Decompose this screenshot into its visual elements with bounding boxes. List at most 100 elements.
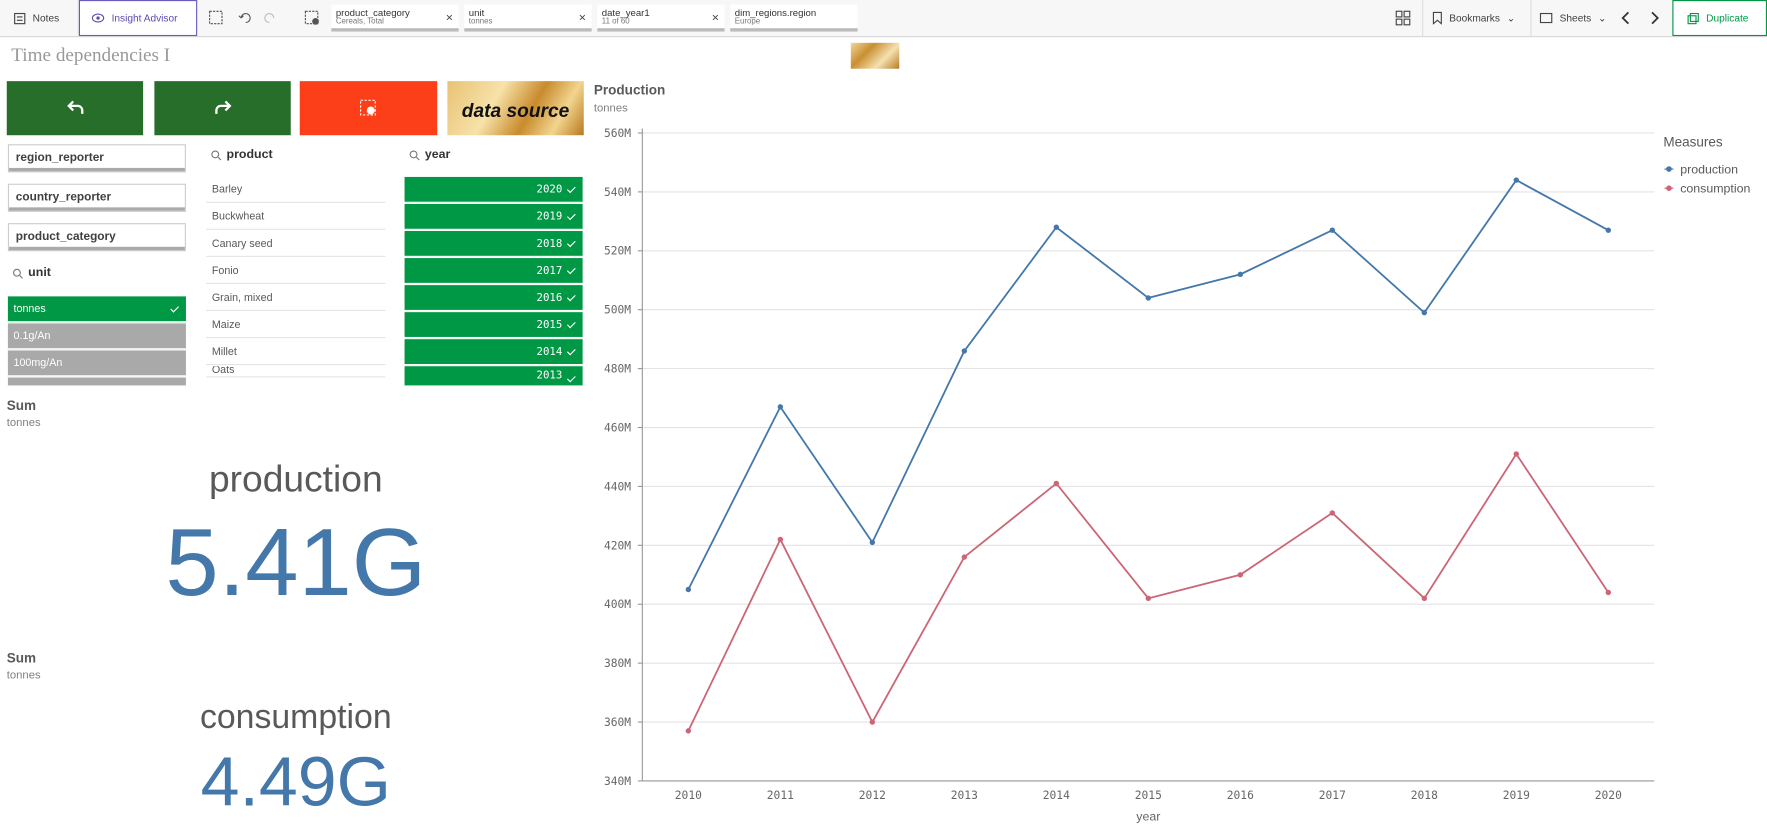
- search-icon: [409, 150, 420, 161]
- clear-icon: [360, 99, 376, 116]
- unit-item[interactable]: 100mg/An: [7, 350, 186, 377]
- product-item[interactable]: Fonio: [206, 258, 386, 284]
- chip-value: Europe: [734, 18, 761, 26]
- insight-label: Insight Advisor: [111, 12, 178, 24]
- unit-item[interactable]: tonnes: [7, 296, 186, 323]
- product-item[interactable]: Maize: [206, 312, 386, 339]
- data-point: [1053, 480, 1060, 487]
- sheet-nav[interactable]: [1618, 10, 1663, 26]
- selection-chip[interactable]: unit tonnes ×: [464, 4, 592, 32]
- chart-title: Production: [593, 82, 666, 99]
- list-title: year: [424, 147, 451, 162]
- duplicate-label: Duplicate: [1706, 12, 1749, 24]
- year-item[interactable]: 2018: [404, 231, 583, 257]
- chip-value: tonnes: [468, 18, 493, 26]
- year-item[interactable]: 2015: [404, 312, 583, 339]
- list-title: unit: [28, 265, 51, 280]
- kpi-title: Sum: [6, 650, 37, 667]
- product-item[interactable]: Oats: [206, 366, 386, 378]
- year-item[interactable]: 2016: [404, 285, 583, 312]
- bookmarks-button[interactable]: Bookmarks ⌄: [1422, 0, 1530, 37]
- unit-item[interactable]: 0.1g/An: [7, 323, 186, 350]
- x-tick-label: 2010: [675, 789, 702, 802]
- search-icon: [211, 150, 222, 161]
- notes-icon: [14, 12, 26, 24]
- grid-icon[interactable]: [1395, 10, 1411, 26]
- chip-bar: [730, 28, 858, 32]
- data-point: [1605, 589, 1612, 596]
- data-point: [1605, 227, 1612, 233]
- check-icon: [566, 184, 576, 194]
- x-tick-label: 2018: [1411, 789, 1438, 802]
- chip-close[interactable]: ×: [445, 11, 454, 25]
- x-tick-label: 2020: [1595, 789, 1622, 802]
- y-tick-label: 440M: [604, 480, 631, 493]
- data-point: [869, 539, 876, 546]
- chip-value: 11 of 60: [601, 18, 630, 26]
- year-item[interactable]: 2014: [404, 339, 583, 366]
- filter-box[interactable]: region_reporter: [7, 144, 186, 173]
- y-tick-label: 420M: [604, 539, 631, 552]
- selection-tools[interactable]: [206, 9, 324, 27]
- year-item[interactable]: 2017: [404, 258, 583, 284]
- data-point: [961, 348, 968, 354]
- plot: 340M 360M 380M 400M 420M 440M 460M 480M 500M 520M…: [604, 127, 1751, 823]
- chip-bar: [597, 28, 725, 32]
- chip-value: Cereals, Total: [335, 18, 384, 26]
- year-item[interactable]: 2020: [404, 176, 583, 203]
- toolbar: Notes Insight Advisor Bookmarks ⌄ Sheets ⌄…: [0, 0, 1767, 38]
- x-tick-label: 2012: [859, 789, 886, 802]
- selection-chip[interactable]: date_year1 11 of 60 ×: [597, 4, 725, 32]
- chip-close[interactable]: ×: [711, 11, 719, 25]
- data-point: [961, 554, 968, 560]
- chip-close[interactable]: ×: [578, 11, 586, 25]
- filter-box[interactable]: product_category: [7, 223, 186, 252]
- chip-bar: [331, 28, 459, 32]
- x-tick-label: 2017: [1319, 789, 1346, 802]
- unit-item-partial[interactable]: [7, 377, 186, 387]
- year-item[interactable]: 2013: [404, 366, 583, 387]
- notes-button[interactable]: Notes: [0, 0, 79, 37]
- year-item[interactable]: 2019: [404, 203, 583, 230]
- chip-bar: [464, 28, 592, 32]
- caret: ⌄: [1506, 11, 1516, 24]
- sheets-button[interactable]: Sheets ⌄: [1530, 0, 1613, 37]
- bookmark-icon: [1432, 11, 1442, 25]
- back-button[interactable]: [6, 81, 144, 136]
- chip-field: date_year1: [601, 6, 650, 19]
- clear-button[interactable]: [299, 81, 438, 136]
- forward-button[interactable]: [154, 81, 291, 136]
- redo-icon: [214, 100, 231, 114]
- check-icon: [566, 238, 576, 248]
- legend-label: consumption: [1680, 182, 1750, 196]
- kpi-value: 5.41G: [165, 509, 427, 617]
- selection-chip[interactable]: dim_regions.region Europe: [730, 4, 858, 32]
- kpi-label: production: [208, 457, 383, 500]
- data-source-button[interactable]: data source: [447, 81, 584, 136]
- product-item[interactable]: Grain, mixed: [206, 285, 386, 312]
- sheets-icon: [1539, 12, 1553, 24]
- duplicate-button[interactable]: Duplicate: [1672, 0, 1767, 37]
- kpi-subtitle: tonnes: [6, 416, 41, 430]
- x-axis-label: year: [1136, 809, 1160, 823]
- check-icon: [170, 303, 180, 313]
- search-icon: [12, 268, 23, 279]
- kpi-title: Sum: [6, 397, 37, 414]
- product-item[interactable]: Millet: [206, 339, 386, 366]
- product-item[interactable]: Buckwheat: [206, 204, 386, 230]
- data-point: [1145, 295, 1152, 301]
- insight-advisor-button[interactable]: Insight Advisor: [78, 0, 198, 37]
- filter-box[interactable]: country_reporter: [7, 183, 186, 212]
- sheets-label: Sheets: [1559, 12, 1592, 24]
- product-item[interactable]: Canary seed: [206, 231, 386, 257]
- check-icon: [566, 211, 576, 221]
- data-point: [777, 404, 784, 410]
- selection-chip[interactable]: product_category Cereals, Total ×: [331, 4, 459, 32]
- legend-label: production: [1680, 163, 1738, 177]
- x-tick-label: 2014: [1043, 789, 1070, 802]
- series-line: [687, 452, 1610, 732]
- product-item[interactable]: Barley: [206, 177, 386, 203]
- series-line: [687, 178, 1609, 590]
- x-tick-label: 2013: [951, 789, 978, 802]
- chip-field: product_category: [335, 6, 410, 19]
